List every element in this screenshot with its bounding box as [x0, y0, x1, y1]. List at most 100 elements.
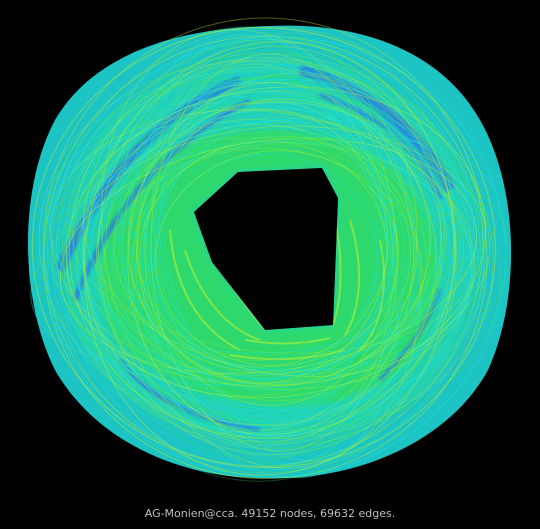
edge-strand	[62, 61, 483, 432]
edge-strand	[75, 101, 446, 397]
edge-strand	[145, 65, 394, 431]
edge-strand	[37, 123, 511, 394]
edge-strand	[112, 70, 428, 429]
edge-strand	[159, 77, 394, 431]
edge-strand	[46, 118, 475, 386]
edge-strand	[132, 40, 407, 444]
edge-strand	[43, 17, 484, 467]
edge-strand	[155, 123, 404, 372]
edge-strand	[43, 144, 482, 369]
edge-strand	[71, 137, 478, 354]
edge-strand	[146, 36, 395, 457]
edge-strand	[41, 39, 508, 464]
edge-strand	[46, 126, 492, 380]
edge-strand	[114, 99, 444, 385]
edge-strand	[84, 50, 450, 455]
edge-strand	[37, 147, 504, 374]
edge-strand	[46, 36, 507, 478]
edge-strand	[96, 115, 463, 375]
edge-strand	[97, 118, 427, 385]
edge-strand	[31, 27, 496, 468]
edge-strand	[137, 63, 394, 444]
edge-strand	[63, 95, 491, 409]
edge-strand	[82, 117, 464, 387]
edge-strand	[121, 121, 438, 383]
edge-strand	[117, 75, 432, 444]
edge-strand	[83, 108, 473, 377]
edge-strand	[127, 82, 414, 436]
edge-strand	[155, 150, 400, 366]
edge-strand	[146, 109, 398, 402]
edge-strand	[66, 125, 490, 387]
edge-strand	[123, 52, 421, 449]
edge-strand	[104, 124, 433, 389]
edge-strand	[96, 101, 442, 389]
edge-strand	[157, 114, 387, 376]
edge-strand	[45, 78, 501, 429]
edge-strand	[150, 53, 398, 452]
ring-green-band	[97, 129, 439, 407]
edge-strand	[65, 50, 481, 450]
edge-strand	[96, 90, 437, 426]
edge-strand	[102, 142, 436, 377]
edge-strand	[136, 108, 389, 385]
edge-strand	[142, 87, 388, 416]
edge-strand	[100, 87, 451, 423]
edge-strand	[149, 102, 396, 386]
edge-strand	[71, 39, 460, 482]
edge-strand	[33, 138, 489, 355]
edge-strand	[131, 72, 418, 431]
edge-strands	[28, 17, 511, 482]
edge-strand	[57, 39, 481, 471]
edge-strand	[135, 135, 411, 384]
ring-hole	[194, 168, 338, 330]
edge-strand	[62, 97, 485, 399]
edge-strand	[101, 29, 421, 469]
edge-strand	[100, 100, 438, 418]
edge-strand	[144, 118, 396, 388]
edge-strand	[95, 127, 431, 396]
edge-strand	[119, 34, 420, 479]
edge-strand	[83, 82, 443, 426]
edge-strand	[145, 131, 385, 373]
edge-strand	[139, 140, 387, 368]
edge-strand	[153, 119, 399, 381]
graph-caption: AG-Monien@cca. 49152 nodes, 69632 edges.	[144, 507, 396, 520]
edge-strand	[121, 76, 415, 413]
edge-strand	[84, 69, 469, 443]
edge-strand	[123, 79, 417, 407]
edge-strand	[82, 61, 455, 427]
edge-strand	[153, 29, 401, 456]
edge-strand	[82, 39, 455, 446]
edge-strand	[72, 133, 466, 373]
edge-strand	[63, 102, 480, 402]
edge-strand	[102, 76, 421, 410]
edge-strand	[104, 101, 448, 384]
edge-strand	[127, 132, 396, 357]
edge-strand	[98, 46, 442, 443]
edge-strand	[78, 81, 449, 435]
edge-strand	[120, 70, 409, 452]
edge-strand	[101, 91, 445, 393]
edge-strand	[119, 136, 408, 374]
edge-strand	[127, 70, 417, 419]
edge-strand	[84, 41, 456, 476]
edge-strand	[143, 37, 398, 464]
edge-strand	[91, 126, 448, 384]
edge-strand	[128, 81, 395, 411]
edge-strand	[30, 134, 499, 370]
edge-strand	[142, 91, 395, 407]
edge-strand	[113, 124, 418, 374]
edge-strand	[50, 109, 475, 390]
edge-strand	[51, 26, 487, 474]
edge-strand	[132, 100, 392, 390]
edge-strand	[109, 48, 427, 457]
edge-strand	[162, 57, 397, 461]
edge-strand	[83, 53, 451, 459]
edge-strand	[154, 59, 378, 433]
edge-strand	[90, 108, 446, 379]
edge-strand	[77, 75, 481, 422]
edge-strand	[97, 106, 429, 413]
graph-ring-drawing	[27, 17, 512, 482]
